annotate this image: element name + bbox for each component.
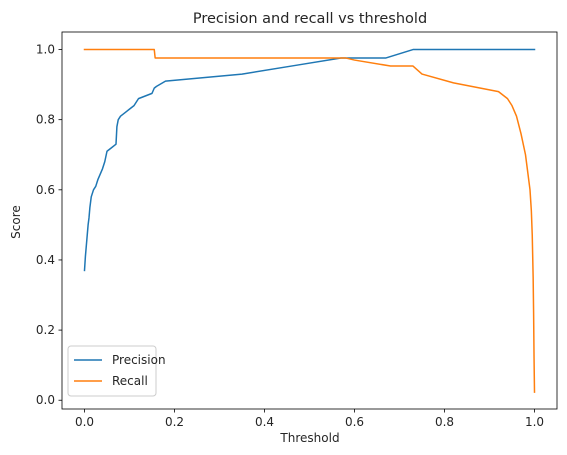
x-tick-label: 0.6 <box>345 415 364 429</box>
x-tick-label: 0.4 <box>255 415 274 429</box>
legend: Precision Recall <box>67 345 166 397</box>
chart-title: Precision and recall vs threshold <box>193 11 427 27</box>
y-axis-label: Score <box>9 205 23 239</box>
x-tick-label: 0.2 <box>165 415 184 429</box>
x-axis: 0.0 0.2 0.4 0.6 0.8 1.0 <box>75 409 544 429</box>
series-line-recall <box>83 48 536 393</box>
legend-label-recall: Recall <box>112 374 148 388</box>
x-tick-label: 0.0 <box>75 415 94 429</box>
x-tick-label: 1.0 <box>525 415 544 429</box>
plot-area <box>61 31 558 410</box>
x-tick-label: 0.8 <box>435 415 454 429</box>
y-tick-label: 0.0 <box>36 393 55 407</box>
y-tick-label: 0.4 <box>36 253 55 267</box>
y-tick-label: 1.0 <box>36 43 55 57</box>
plot-frame <box>61 31 558 410</box>
legend-box <box>67 345 157 397</box>
legend-label-precision: Precision <box>112 353 166 367</box>
x-axis-label: Threshold <box>279 431 339 445</box>
y-tick-label: 0.8 <box>36 113 55 127</box>
y-tick-label: 0.2 <box>36 323 55 337</box>
y-axis: 0.0 0.2 0.4 0.6 0.8 1.0 <box>36 43 62 407</box>
y-tick-label: 0.6 <box>36 183 55 197</box>
